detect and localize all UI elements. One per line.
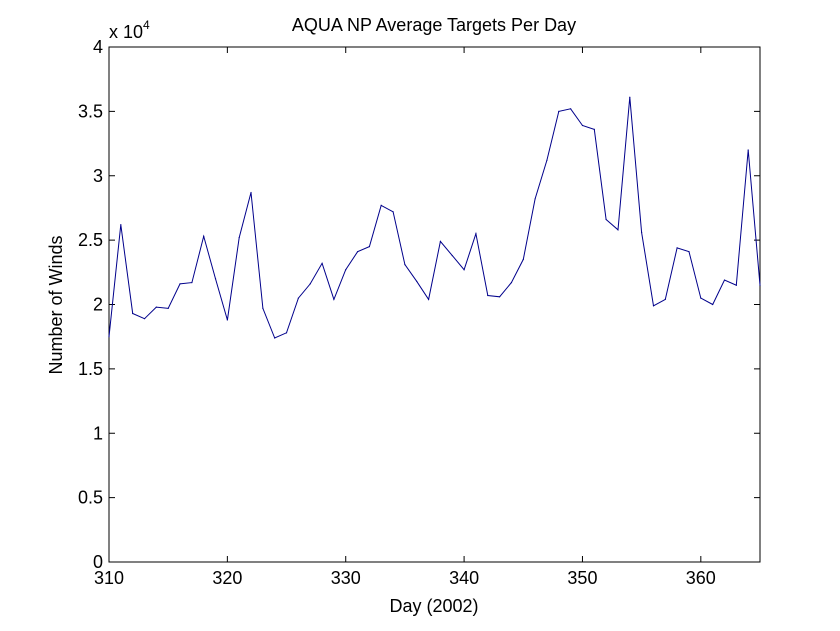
data-point (321, 262, 323, 264)
data-point (747, 149, 749, 151)
data-point (226, 319, 228, 321)
data-point (345, 269, 347, 271)
x-tick-label: 350 (567, 568, 597, 588)
data-point (155, 306, 157, 308)
y-tick-label: 1 (93, 423, 103, 443)
data-point (392, 211, 394, 213)
y-tick-label: 1.5 (78, 359, 103, 379)
x-tick-label: 330 (331, 568, 361, 588)
x-tick-label: 310 (94, 568, 124, 588)
y-tick-label: 3.5 (78, 101, 103, 121)
y-tick-label: 0.5 (78, 488, 103, 508)
data-point (238, 236, 240, 239)
data-point (463, 269, 465, 271)
data-point (214, 278, 217, 280)
data-point (427, 298, 430, 300)
data-point (380, 204, 382, 206)
data-point (664, 298, 666, 300)
data-point (368, 245, 370, 248)
plot-area (108, 46, 761, 563)
data-point (475, 233, 477, 235)
data-point (558, 110, 560, 112)
data-point (499, 296, 501, 298)
data-point (439, 240, 442, 243)
data-point (451, 254, 453, 257)
data-point (652, 305, 655, 307)
data-point (712, 303, 714, 306)
data-point (688, 251, 690, 253)
data-point (274, 337, 276, 339)
x-tick-label: 360 (686, 568, 716, 588)
data-point (203, 235, 205, 237)
y-tick-label: 2 (93, 295, 103, 315)
data-point (333, 298, 335, 300)
data-point (120, 224, 122, 226)
y-exponent-base: x 10 (109, 22, 143, 42)
y-exponent-label: x 104 (109, 18, 150, 42)
series-layer (108, 96, 761, 339)
data-point (723, 279, 726, 281)
data-point (191, 282, 193, 284)
data-point (404, 263, 406, 266)
data-point (581, 124, 584, 127)
data-point (167, 307, 169, 309)
data-point (676, 247, 678, 249)
data-point (487, 294, 489, 297)
data-point (510, 282, 513, 284)
data-point (132, 312, 134, 315)
data-point (546, 159, 548, 161)
y-tick-label: 0 (93, 552, 103, 572)
data-point (735, 284, 737, 286)
data-point (629, 96, 631, 98)
y-tick-label: 2.5 (78, 230, 103, 250)
x-tick-label: 340 (449, 568, 479, 588)
data-point (522, 258, 524, 261)
data-point (285, 332, 288, 334)
data-point (534, 198, 536, 200)
x-axis-label: Day (2002) (389, 596, 478, 616)
series-line (108, 97, 761, 339)
x-tick-label: 320 (212, 568, 242, 588)
y-tick-label: 4 (93, 37, 103, 57)
data-point (108, 336, 110, 338)
data-point (593, 128, 595, 130)
data-point (262, 307, 264, 309)
data-point (250, 191, 252, 194)
y-exponent-power: 4 (143, 18, 150, 32)
data-point (309, 283, 311, 285)
data-point (570, 108, 572, 110)
data-point (179, 283, 181, 285)
data-point (641, 231, 643, 233)
y-axis-label: Number of Winds (46, 235, 66, 374)
y-axis: 0 0.5 1 1.5 2 2.5 3 3.5 4 (78, 37, 760, 572)
data-point (356, 251, 359, 253)
data-point (617, 229, 619, 231)
data-point (700, 297, 702, 299)
data-point (297, 297, 299, 299)
data-point (759, 284, 761, 286)
data-point (143, 318, 146, 320)
data-point (416, 280, 418, 282)
x-axis: 310 320 330 340 350 360 (94, 47, 716, 588)
y-tick-label: 3 (93, 166, 103, 186)
chart-title: AQUA NP Average Targets Per Day (292, 15, 576, 35)
data-point (605, 218, 607, 221)
